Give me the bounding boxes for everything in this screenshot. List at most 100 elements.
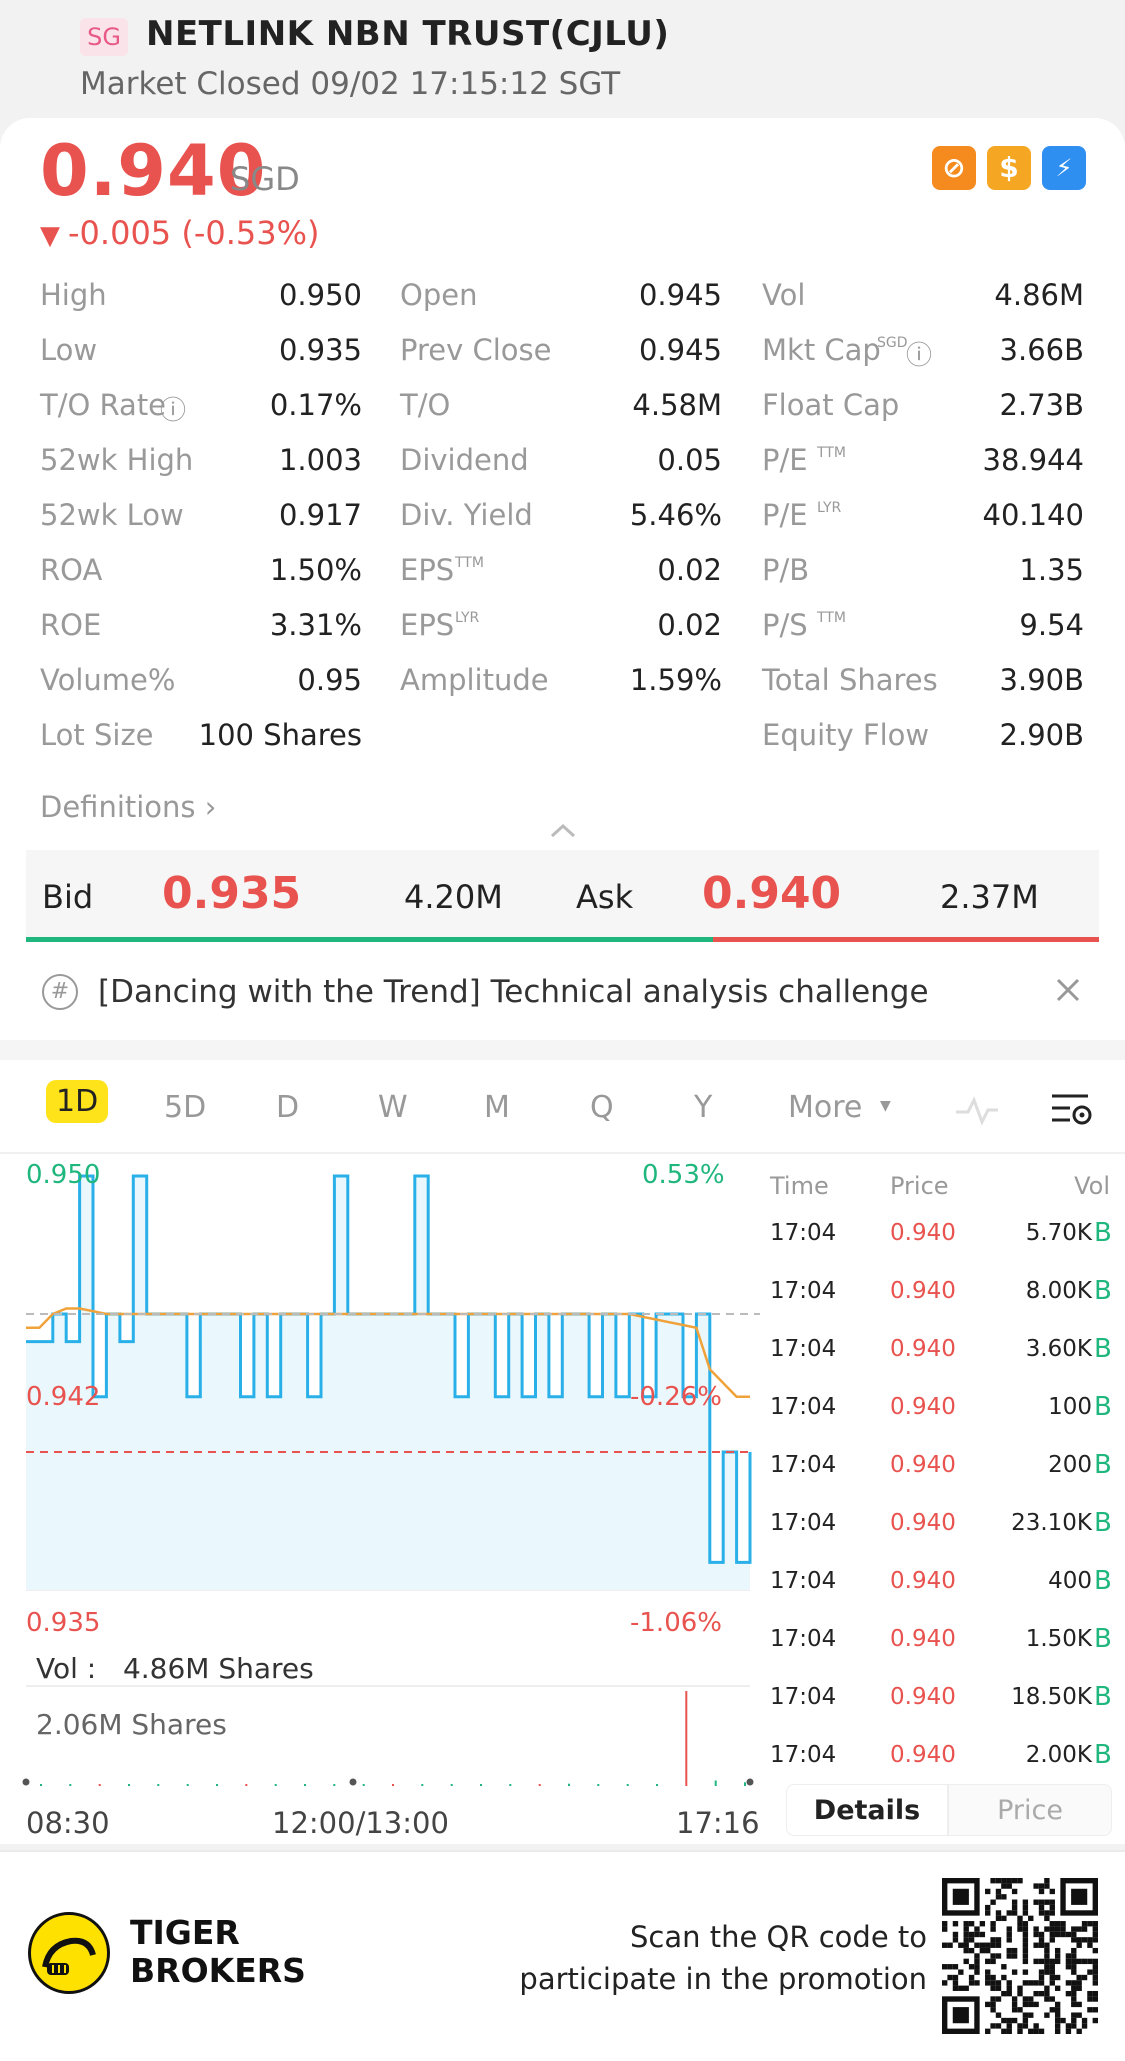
qr-module <box>963 1985 969 1991</box>
qr-module <box>1054 1931 1061 1938</box>
qr-module <box>1076 2028 1082 2034</box>
trade-side-badge: B <box>1094 1450 1112 1480</box>
volume-max-label: 2.06M Shares <box>36 1708 227 1741</box>
tab-5d[interactable]: 5D <box>164 1090 207 1125</box>
stat-value: 0.17% <box>269 388 362 422</box>
qr-module <box>990 2007 996 2013</box>
qr-module <box>1017 1985 1023 1991</box>
info-icon[interactable]: ⓘ <box>160 396 187 426</box>
qr-module <box>974 1931 980 1938</box>
stat-label: P/E <box>762 498 808 532</box>
qr-module <box>1065 1931 1072 1938</box>
stat-value: 1.35 <box>1019 553 1084 587</box>
qr-module <box>1071 1996 1077 2002</box>
qr-module <box>1044 1878 1050 1884</box>
tab-more[interactable]: More <box>788 1090 863 1125</box>
qr-module <box>952 1921 959 1927</box>
y-low-label: 0.935 <box>26 1608 101 1638</box>
qr-module <box>1049 1937 1055 1943</box>
qr-module <box>1038 1910 1045 1916</box>
qr-module <box>1076 1942 1082 1948</box>
tab-1d[interactable]: 1D <box>46 1080 109 1123</box>
dividend-icon[interactable]: $ <box>987 146 1031 190</box>
indicator-icon[interactable] <box>954 1094 1000 1126</box>
no-short-icon[interactable]: ⊘ <box>932 146 976 190</box>
qr-module <box>1081 2017 1088 2024</box>
qr-module <box>1092 2007 1098 2013</box>
qr-module <box>1092 1958 1098 1965</box>
info-icon[interactable]: ⓘ <box>906 341 933 371</box>
qr-module <box>990 1980 996 1986</box>
qr-module <box>974 1942 980 1948</box>
currency-label: SGD <box>230 160 300 198</box>
trade-header-price: Price <box>890 1172 949 1200</box>
qr-module <box>1011 1904 1018 1911</box>
x-start-label: 08:30 <box>26 1806 110 1840</box>
qr-module <box>1017 1990 1023 1997</box>
qr-module <box>1033 1883 1039 1889</box>
tab-w[interactable]: W <box>378 1090 408 1125</box>
qr-code[interactable] <box>942 1878 1098 2034</box>
stock-title: NETLINK NBN TRUST(CJLU) <box>146 14 670 54</box>
qr-module <box>1044 1996 1050 2002</box>
qr-module <box>1006 2023 1012 2029</box>
stat-label: Float Cap <box>762 388 900 422</box>
promo-banner[interactable] <box>0 958 1125 1040</box>
qr-module <box>1071 1931 1077 1938</box>
close-icon[interactable] <box>1054 976 1082 1004</box>
trade-volume: 18.50K <box>1011 1684 1092 1710</box>
qr-module <box>995 1910 1002 1916</box>
qr-module <box>1011 2007 1018 2013</box>
qr-module <box>1033 1926 1039 1932</box>
definitions-link[interactable]: Definitions › <box>40 790 216 824</box>
qr-module <box>1065 1953 1072 1959</box>
qr-module <box>990 2023 996 2029</box>
volume-bar <box>362 1784 365 1786</box>
chart-settings-icon[interactable] <box>1050 1090 1094 1130</box>
qr-module <box>1076 1937 1082 1943</box>
qr-module <box>1071 2001 1077 2008</box>
tab-y[interactable]: Y <box>694 1090 713 1125</box>
qr-module <box>995 1996 1002 2002</box>
stat-superscript: LYR <box>455 610 480 626</box>
volume-bar <box>392 1784 394 1786</box>
collapse-chevron-icon[interactable] <box>548 820 578 840</box>
qr-module <box>1017 1915 1023 1922</box>
price-tab[interactable]: Price <box>948 1784 1112 1836</box>
qr-module <box>1001 1990 1007 1997</box>
qr-module <box>1022 1947 1029 1954</box>
trade-price: 0.940 <box>890 1452 956 1478</box>
bid-size: 4.20M <box>404 878 503 916</box>
qr-finder-core <box>1071 1888 1088 1905</box>
more-caret-icon[interactable]: ▼ <box>880 1098 891 1114</box>
qr-module <box>963 1921 969 1927</box>
tabs-divider <box>0 1152 1125 1154</box>
tab-m[interactable]: M <box>484 1090 510 1125</box>
scan-line1: Scan the QR code to <box>630 1920 927 1954</box>
qr-module <box>1076 2001 1082 2008</box>
volume-bar <box>333 1784 336 1786</box>
market-badge: SG <box>80 18 128 56</box>
qr-module <box>1011 1888 1018 1895</box>
trade-volume: 1.50K <box>1025 1626 1092 1652</box>
banner-text[interactable]: [Dancing with the Trend] Technical analy… <box>98 974 929 1010</box>
qr-module <box>1054 1958 1061 1965</box>
details-tab[interactable]: Details <box>786 1784 948 1836</box>
level1-quote-icon[interactable]: ⚡ <box>1042 146 1086 190</box>
qr-module <box>1044 1958 1050 1965</box>
tab-q[interactable]: Q <box>590 1090 614 1125</box>
qr-module <box>1022 1926 1029 1932</box>
tab-d[interactable]: D <box>276 1090 300 1125</box>
trade-price: 0.940 <box>890 1336 956 1362</box>
intraday-chart[interactable] <box>0 1156 760 1796</box>
y-mid-label: 0.942 <box>26 1382 101 1412</box>
stat-label: P/B <box>762 553 810 587</box>
ask-label: Ask <box>576 878 634 916</box>
qr-module <box>958 1942 964 1948</box>
qr-module <box>979 1947 986 1954</box>
stat-value: 9.54 <box>1019 608 1084 642</box>
section-divider <box>0 1040 1125 1060</box>
qr-module <box>1044 1915 1050 1922</box>
qr-module <box>952 1985 959 1991</box>
qr-module <box>1054 1985 1061 1991</box>
